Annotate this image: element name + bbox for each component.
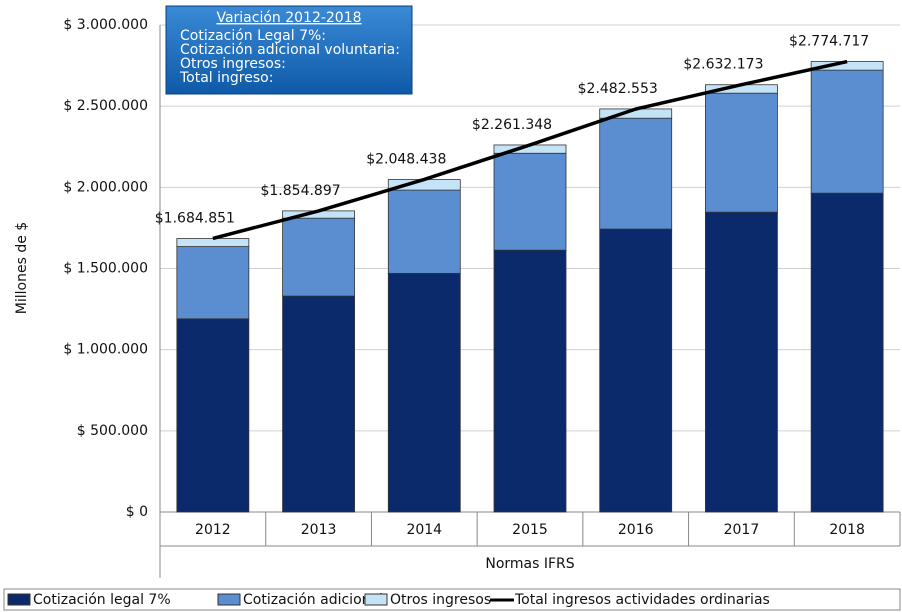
bar-segment (282, 217, 355, 297)
annotation-row-value: 72,0% (470, 42, 514, 58)
x-tick-label: 2018 (829, 522, 865, 538)
bar-segment (705, 211, 778, 513)
bar-segment (810, 61, 884, 71)
y-tick-label: $ 3.000.000 (63, 17, 148, 33)
annotation-row-label: Cotización adicional voluntaria: (180, 42, 400, 58)
x-tick-label: 2016 (618, 522, 654, 538)
annotation-row-value: 64,7% (470, 70, 514, 86)
y-axis-label: Millones de $ (14, 222, 30, 314)
total-line (212, 59, 848, 241)
y-tick-label: $ 1.000.000 (63, 342, 148, 358)
annotation-box: Variación 2012-2018 Cotización Legal 7%: 6… (165, 5, 514, 95)
bar-segment (282, 295, 355, 513)
bar-segment (493, 249, 567, 513)
x-tick-label: 2013 (301, 522, 337, 538)
bar-segment (493, 152, 567, 251)
y-tick-label: $ 2.500.000 (63, 98, 148, 114)
y-tick-label: $ 0 (126, 504, 148, 520)
data-label: $1.684.851 (155, 210, 235, 226)
annotation-bg (165, 5, 413, 95)
x-tick-label: 2017 (724, 522, 760, 538)
x-tick-label: 2014 (406, 522, 442, 538)
annotation-row-value: 22,1% (470, 56, 514, 72)
y-tick-label: $ 2.000.000 (63, 179, 148, 195)
bar-segment (176, 238, 250, 247)
data-label: $2.261.348 (472, 117, 552, 133)
annotation-row-value: 63,5% (470, 28, 514, 44)
data-label: $2.482.553 (578, 81, 658, 97)
bar-segment (810, 192, 884, 513)
legend-swatch (217, 593, 241, 606)
bar-segment (387, 189, 461, 274)
data-label: $2.048.438 (366, 151, 446, 167)
data-label: $2.632.173 (683, 57, 763, 73)
annotation-row-label: Total ingreso: (179, 70, 273, 86)
bar-segment (599, 228, 673, 513)
bar-segment (810, 69, 884, 194)
annotation-title: Variación 2012-2018 (216, 10, 361, 26)
legend-label: Otros ingresos (390, 592, 491, 608)
annotation-row-label: Cotización Legal 7%: (180, 28, 326, 44)
y-tick-label: $ 1.500.000 (63, 261, 148, 277)
legend-label: Total ingresos actividades ordinarias (514, 592, 770, 608)
bar-segment (387, 272, 461, 513)
legend-label: Cotización adicional (243, 592, 383, 608)
legend-swatch (364, 593, 388, 606)
data-label: $1.854.897 (260, 183, 340, 199)
legend-label: Cotización legal 7% (33, 592, 171, 608)
x-tick-label: 2015 (512, 522, 548, 538)
bar-segment (599, 117, 673, 230)
data-label: $2.774.717 (789, 34, 869, 50)
x-axis-label: Normas IFRS (485, 556, 574, 572)
bar-segment (176, 318, 250, 513)
legend-swatch (7, 593, 31, 606)
annotation-row-label: Otros ingresos: (180, 56, 286, 72)
bar-segment (176, 246, 250, 320)
x-tick-label: 2012 (195, 522, 231, 538)
bar-segment (705, 92, 778, 213)
y-tick-label: $ 500.000 (77, 423, 148, 439)
